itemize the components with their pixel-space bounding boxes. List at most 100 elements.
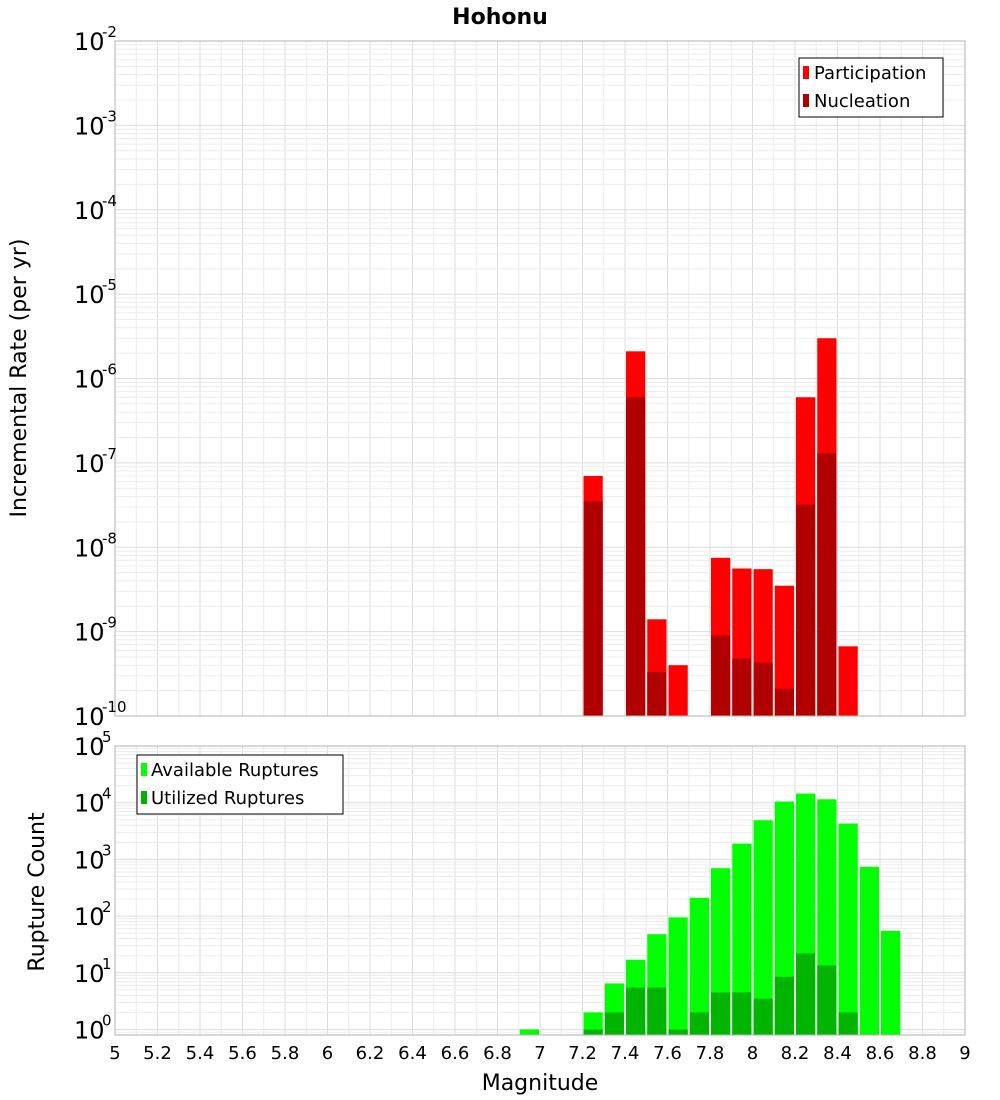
y-tick-exponent: -7 (102, 445, 117, 463)
y-tick-label: 10-4 (74, 192, 117, 225)
x-tick-label: 6.4 (398, 1043, 427, 1064)
y-tick-label: 10-7 (74, 445, 117, 478)
y-tick-base: 10 (74, 846, 105, 874)
y-tick-label: 102 (74, 898, 112, 931)
legend-swatch-participation (803, 66, 809, 79)
y-tick-base: 10 (74, 903, 105, 931)
available-ruptures-bar (774, 801, 794, 1035)
y-tick-label: 10-3 (74, 107, 117, 140)
available-ruptures-bar (732, 843, 752, 1035)
nucleation-bar (774, 688, 794, 716)
bottom-bars (519, 793, 901, 1035)
nucleation-bar (647, 672, 667, 716)
x-tick-label: 8.4 (823, 1043, 852, 1064)
y-tick-label: 10-6 (74, 361, 117, 394)
y-tick-base: 10 (74, 28, 105, 56)
y-tick-base: 10 (74, 197, 105, 225)
utilized-ruptures-bar (689, 1012, 709, 1035)
nucleation-bar (753, 662, 773, 716)
available-ruptures-bar (519, 1029, 539, 1035)
x-tick-label: 5.8 (271, 1043, 300, 1064)
x-axis-label: Magnitude (482, 1071, 599, 1096)
y-tick-label: 104 (74, 785, 112, 818)
utilized-ruptures-bar (838, 1012, 858, 1035)
participation-bar (838, 646, 858, 716)
utilized-ruptures-bar (774, 976, 794, 1035)
bottom-plot-frame (114, 745, 966, 1036)
x-tick-label: 5.4 (186, 1043, 215, 1064)
y-tick-label: 101 (74, 955, 112, 988)
y-tick-exponent: -8 (102, 529, 117, 547)
x-tick-label: 8 (747, 1043, 758, 1064)
x-tick-label: 7.8 (696, 1043, 725, 1064)
nucleation-bar (796, 504, 816, 716)
top-bars (583, 338, 858, 716)
legend-swatch-available (141, 763, 147, 776)
y-tick-base: 10 (74, 960, 105, 988)
y-tick-exponent: 1 (102, 955, 112, 973)
x-tick-label: 7.2 (568, 1043, 597, 1064)
y-tick-label: 10-9 (74, 614, 117, 647)
y-tick-exponent: 3 (102, 841, 112, 859)
utilized-ruptures-bar (626, 987, 646, 1035)
y-tick-base: 10 (74, 281, 105, 309)
x-tick-label: 8.8 (908, 1043, 937, 1064)
y-tick-exponent: -10 (102, 698, 127, 716)
y-tick-base: 10 (74, 703, 105, 731)
chart-title: Hohonu (452, 5, 548, 30)
x-tick-label: 6.6 (441, 1043, 470, 1064)
nucleation-bar (711, 635, 731, 716)
x-tick-label: 5.6 (228, 1043, 257, 1064)
utilized-ruptures-bar (604, 1012, 624, 1035)
legend-swatch-nucleation (803, 94, 809, 107)
participation-bar (668, 665, 688, 716)
top-legend: Participation Nucleation (798, 57, 944, 118)
y-tick-label: 10-5 (74, 276, 117, 309)
utilized-ruptures-bar (732, 992, 752, 1035)
legend-label-nucleation: Nucleation (814, 91, 910, 112)
y-tick-label: 10-2 (74, 23, 117, 56)
available-ruptures-bar (838, 823, 858, 1035)
y-tick-exponent: 0 (102, 1012, 112, 1030)
y-tick-exponent: -5 (102, 276, 117, 294)
x-tick-label: 5 (109, 1043, 120, 1064)
y-tick-label: 105 (74, 728, 112, 761)
y-tick-exponent: -6 (102, 361, 117, 379)
available-ruptures-bar (859, 866, 879, 1035)
y-tick-base: 10 (74, 619, 105, 647)
y-tick-base: 10 (74, 450, 105, 478)
y-tick-exponent: 5 (102, 728, 112, 746)
x-tick-label: 7.6 (653, 1043, 682, 1064)
available-ruptures-bar (881, 930, 901, 1035)
participation-bar (774, 585, 794, 716)
x-tick-label: 6.2 (356, 1043, 385, 1064)
y-tick-base: 10 (74, 733, 105, 761)
top-y-ticks: 10-210-310-410-510-610-710-810-910-10 (74, 23, 127, 731)
y-tick-exponent: -2 (102, 23, 117, 41)
top-grid (114, 40, 966, 717)
utilized-ruptures-bar (668, 1029, 688, 1035)
top-plot-frame (114, 40, 966, 717)
x-tick-label: 6 (322, 1043, 333, 1064)
x-tick-label: 8.6 (866, 1043, 895, 1064)
x-tick-label: 5.2 (143, 1043, 172, 1064)
utilized-ruptures-bar (647, 987, 667, 1035)
nucleation-bar (583, 501, 603, 716)
x-ticks: 5 5.2 5.4 5.6 5.8 6 6.2 6.4 6.6 6.8 7 7.2 7.4 7.6 7.8 8… (109, 1043, 970, 1064)
y-tick-base: 10 (74, 1017, 105, 1045)
legend-label-participation: Participation (814, 63, 926, 84)
available-ruptures-bar (668, 917, 688, 1035)
y-tick-base: 10 (74, 534, 105, 562)
y-tick-label: 10-10 (74, 698, 127, 731)
bottom-legend-box (136, 754, 344, 815)
utilized-ruptures-bar (796, 953, 816, 1035)
legend-label-utilized: Utilized Ruptures (151, 788, 304, 809)
x-tick-label: 7.4 (611, 1043, 640, 1064)
utilized-ruptures-bar (583, 1029, 603, 1035)
utilized-ruptures-bar (817, 965, 837, 1035)
x-tick-label: 7 (534, 1043, 545, 1064)
legend-label-available: Available Ruptures (151, 760, 319, 781)
available-ruptures-bar (583, 1012, 603, 1035)
